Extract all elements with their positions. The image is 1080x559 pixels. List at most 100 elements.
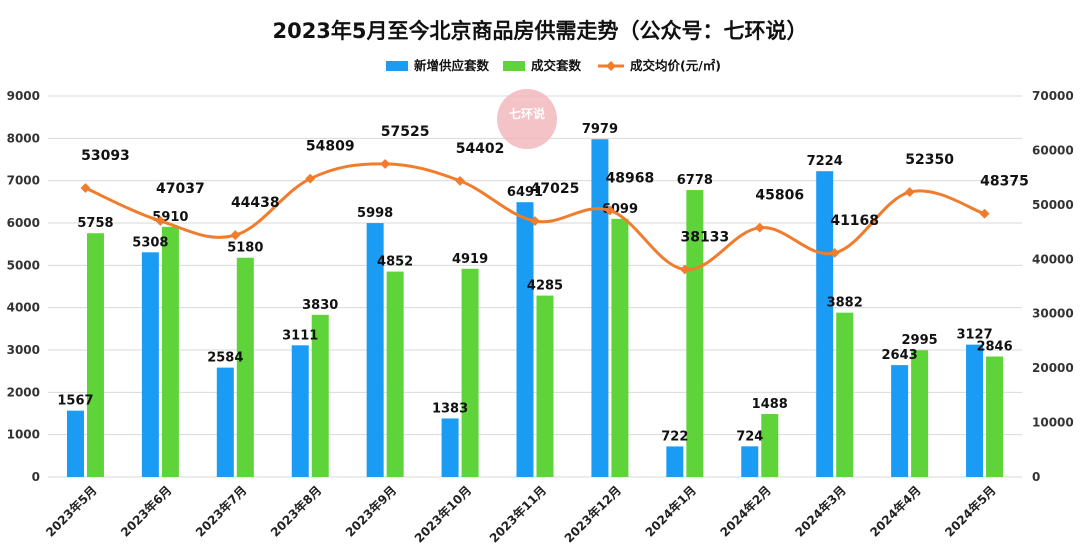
left-axis-tick-label: 9000 xyxy=(7,89,40,103)
price-data-label: 41168 xyxy=(830,213,879,229)
watermark-text: 七环说 xyxy=(509,106,545,121)
chart-title: 2023年5月至今北京商品房供需走势（公众号：七环说） xyxy=(272,19,807,43)
price-point xyxy=(604,205,615,216)
deal-bar xyxy=(161,226,179,477)
price-data-label: 48375 xyxy=(980,174,1029,190)
supply-data-label: 722 xyxy=(661,429,688,444)
supply-bar xyxy=(141,252,159,477)
supply-data-label: 1567 xyxy=(57,394,93,409)
price-data-label: 54402 xyxy=(456,141,505,157)
price-data-label: 47037 xyxy=(156,181,205,197)
price-point xyxy=(305,173,316,184)
legend-label-supply: 新增供应套数 xyxy=(414,58,490,73)
deal-bar xyxy=(86,233,104,477)
price-data-label: 47025 xyxy=(531,181,580,197)
deal-data-label: 4919 xyxy=(452,252,488,267)
deal-data-label: 4285 xyxy=(527,279,563,294)
price-data-label: 48968 xyxy=(606,170,655,186)
price-point xyxy=(380,158,391,169)
price-data-label: 53093 xyxy=(81,148,130,164)
right-axis-tick-label: 60000 xyxy=(1032,143,1074,157)
bars: 1567575853085910258451803111383059984852… xyxy=(57,122,1013,477)
left-axis-ticks: 0 1000 2000 3000 4000 5000 6000 7000 8000 9000 xyxy=(7,89,40,484)
supply-data-label: 7224 xyxy=(807,154,843,169)
supply-data-label: 3127 xyxy=(956,328,992,343)
supply-data-label: 1383 xyxy=(432,401,468,416)
deal-bar xyxy=(836,312,854,477)
deal-bar xyxy=(536,295,554,477)
supply-bar xyxy=(516,202,534,477)
deal-bar xyxy=(686,190,704,477)
price-data-label: 38133 xyxy=(680,229,729,245)
supply-bar xyxy=(816,171,834,477)
price-data-label: 45806 xyxy=(755,188,804,204)
supply-data-label: 3111 xyxy=(282,328,318,343)
supply-bar xyxy=(741,446,759,477)
supply-bar xyxy=(591,139,609,477)
deal-bar xyxy=(986,356,1004,477)
deal-bar xyxy=(761,414,779,477)
price-point xyxy=(829,247,840,258)
left-axis-tick-label: 3000 xyxy=(7,343,40,357)
price-point xyxy=(455,175,466,186)
price-data-label: 52350 xyxy=(905,152,954,168)
left-axis-tick-label: 1000 xyxy=(7,428,40,442)
legend: 新增供应套数 成交套数 成交均价(元/㎡) xyxy=(386,58,721,73)
right-axis-tick-label: 10000 xyxy=(1032,416,1074,430)
right-axis-tick-label: 0 xyxy=(1032,470,1040,484)
price-data-label: 57525 xyxy=(381,124,430,140)
supply-data-label: 2584 xyxy=(207,351,243,366)
supply-bar xyxy=(66,410,84,477)
deal-bar xyxy=(461,268,479,477)
deal-data-label: 5180 xyxy=(227,241,263,256)
deal-bar xyxy=(236,257,254,477)
legend-swatch-price-marker xyxy=(606,61,616,71)
price-point xyxy=(155,216,166,226)
supply-bar xyxy=(291,345,309,477)
supply-data-label: 5998 xyxy=(357,206,393,221)
supply-bar xyxy=(966,344,984,477)
deal-bar xyxy=(611,218,629,477)
supply-bar xyxy=(666,446,684,477)
legend-label-price: 成交均价(元/㎡) xyxy=(630,58,721,73)
supply-bar xyxy=(216,367,234,477)
deal-data-label: 2846 xyxy=(976,340,1012,355)
left-axis-tick-label: 4000 xyxy=(7,301,40,315)
left-axis-tick-label: 2000 xyxy=(7,385,40,399)
left-axis-tick-label: 0 xyxy=(32,470,40,484)
right-axis-tick-label: 50000 xyxy=(1032,198,1074,212)
deal-data-label: 4852 xyxy=(377,255,413,270)
price-point xyxy=(230,230,241,241)
supply-data-label: 2643 xyxy=(882,348,918,363)
right-axis-tick-label: 40000 xyxy=(1032,252,1074,266)
right-axis-ticks: 0 10000 20000 30000 40000 50000 60000 70000 xyxy=(1032,89,1074,484)
deal-bar xyxy=(386,271,404,477)
supply-bar xyxy=(891,365,909,477)
legend-swatch-supply xyxy=(386,61,408,71)
supply-data-label: 5308 xyxy=(132,235,168,250)
deal-data-label: 3830 xyxy=(302,298,338,313)
watermark-circle xyxy=(497,89,557,149)
right-axis-tick-label: 30000 xyxy=(1032,307,1074,321)
left-axis-tick-label: 6000 xyxy=(7,216,40,230)
price-point xyxy=(754,222,765,233)
supply-data-label: 724 xyxy=(736,429,763,444)
supply-data-label: 7979 xyxy=(582,122,618,137)
deal-bar xyxy=(311,314,329,477)
deal-data-label: 2995 xyxy=(902,333,938,348)
price-data-label: 54809 xyxy=(306,139,355,155)
grid-lines xyxy=(48,95,1022,478)
deal-data-label: 6778 xyxy=(677,173,713,188)
supply-bar xyxy=(441,418,459,477)
price-point xyxy=(979,208,990,219)
watermark-logo: 七环说 xyxy=(497,89,557,149)
price-point xyxy=(530,216,540,226)
price-point xyxy=(80,183,91,193)
left-axis-tick-label: 5000 xyxy=(7,258,40,272)
legend-label-deal: 成交套数 xyxy=(531,58,582,73)
left-axis-tick-label: 8000 xyxy=(7,131,40,145)
left-axis-tick-label: 7000 xyxy=(7,174,40,188)
right-axis-tick-label: 70000 xyxy=(1032,89,1074,103)
